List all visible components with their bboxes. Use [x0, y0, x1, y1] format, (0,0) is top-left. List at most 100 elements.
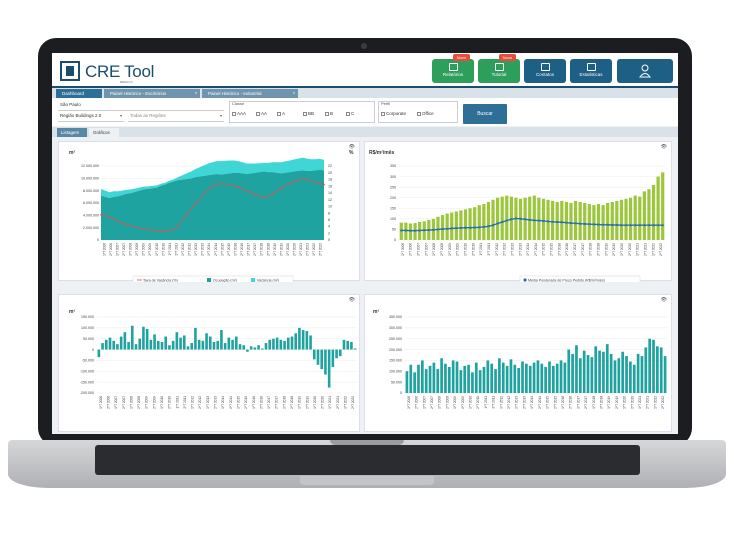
x-tick-label: 2ºT 2008 — [135, 243, 139, 256]
x-tick-label: 1ºT 2017 — [267, 396, 271, 409]
contacts-button[interactable]: Contatos — [524, 59, 566, 83]
class-checkbox-aaa[interactable]: AAA — [232, 111, 246, 116]
x-tick-label: 1ºT 2008 — [129, 396, 133, 409]
absorption-bar — [253, 347, 257, 350]
absorption-bar — [153, 334, 156, 350]
class-checkbox-c[interactable]: C — [346, 111, 354, 116]
search-button[interactable]: Buscar — [463, 104, 507, 124]
price-bar — [592, 205, 596, 240]
absorption-bar — [656, 346, 659, 393]
weighted-price-line — [401, 217, 663, 232]
x-tick-label: 2ºT 2012 — [188, 243, 192, 256]
x-tick-label: 2ºT 2018 — [266, 243, 270, 256]
x-tick-label: 1ºT 2013 — [194, 243, 198, 256]
y2-tick-label: 12 — [328, 198, 332, 202]
absorption-bar — [567, 349, 571, 393]
tutorial-button[interactable]: Novo Tutorial — [478, 54, 520, 83]
weighted-price-point — [487, 225, 490, 228]
absorption-bar — [97, 349, 101, 358]
weighted-price-point — [404, 229, 407, 232]
regions-select[interactable]: Todas as Regiões ▾ — [128, 113, 224, 122]
absorption-bar — [474, 362, 478, 393]
absorption-bar — [459, 370, 463, 393]
close-icon[interactable]: x — [195, 90, 197, 95]
price-bar — [541, 198, 546, 240]
weighted-price-point — [615, 223, 618, 227]
y-axis-label: m² — [69, 309, 76, 315]
absorption-bar — [451, 360, 455, 393]
class-checkbox-b[interactable]: B — [325, 111, 333, 116]
x-tick-label: 1ºT 2015 — [236, 396, 240, 409]
legend-label: Taxa de Vacância (%) — [143, 278, 178, 282]
x-tick-label: 2ºT 2019 — [615, 396, 619, 409]
absorption-bar — [231, 339, 234, 350]
legend-box — [132, 275, 294, 282]
absorption-bar — [212, 341, 216, 350]
y-tick-label: 12.000.000 — [81, 164, 99, 168]
region-set-select[interactable]: Região Buildings 2.0 ▾ — [58, 113, 124, 122]
profile-checkbox-corporate[interactable]: Corporate — [381, 111, 406, 116]
weighted-price-point — [496, 222, 499, 225]
eye-icon[interactable]: 👁 — [348, 144, 355, 150]
user-button[interactable] — [617, 59, 673, 83]
eye-icon[interactable]: 👁 — [660, 144, 667, 150]
legend-label: Média Ponderada de Preço Pedido (R$/m²/m… — [528, 278, 605, 282]
profile-checkbox-office[interactable]: Office — [417, 111, 434, 116]
y2-tick-label: 4 — [328, 225, 330, 229]
tab-industrial-history[interactable]: Painel Histórico - Industrial x — [202, 89, 298, 98]
y-tick-label: -150.000 — [80, 380, 94, 384]
y2-tick-label: 8 — [328, 211, 330, 215]
absorption-bar — [331, 349, 335, 367]
weighted-price-point — [638, 224, 641, 227]
x-tick-label: 2ºT 2007 — [122, 243, 126, 256]
absorption-bar — [257, 345, 260, 350]
city-select[interactable]: São Paulo — [58, 102, 224, 111]
reports-button[interactable]: Novo Relatórios — [432, 54, 474, 83]
absorption-bar — [309, 335, 312, 350]
weighted-price-point — [464, 226, 467, 229]
close-icon[interactable]: x — [293, 90, 295, 95]
class-checkbox-bb[interactable]: BB — [303, 111, 314, 116]
tab-dashboard[interactable]: Dashboard — [56, 89, 102, 98]
tab-list[interactable]: Listagem — [57, 128, 87, 137]
user-icon — [639, 64, 651, 78]
eye-icon[interactable]: 👁 — [660, 297, 667, 303]
absorption-bar — [613, 360, 617, 393]
weighted-price-point — [537, 219, 540, 222]
vacancy-rate-point — [168, 229, 171, 232]
class-checkbox-aa[interactable]: AA — [256, 111, 267, 116]
absorption-bar — [571, 353, 574, 393]
price-bar — [578, 201, 582, 240]
legend-swatch — [251, 278, 255, 282]
y-axis-label-right: % — [349, 150, 354, 156]
weighted-price-point — [647, 224, 651, 227]
price-bar — [606, 203, 610, 240]
x-tick-label: 2ºT 2013 — [214, 396, 218, 409]
price-bar — [551, 200, 555, 240]
price-bar — [583, 203, 587, 240]
tab-offices-history[interactable]: Painel Histórico - Escritórios x — [104, 89, 200, 98]
y-axis-label: R$/m²/mês — [369, 150, 395, 156]
y2-tick-label: 10 — [328, 205, 332, 209]
absorption-bar — [294, 333, 298, 350]
x-tick-label: 2ºT 2011 — [492, 396, 496, 409]
absorption-bar — [156, 340, 160, 350]
absorption-bar — [283, 340, 286, 350]
class-checkbox-a[interactable]: A — [277, 111, 285, 116]
contacts-label: Contatos — [535, 72, 554, 77]
eye-icon[interactable]: 👁 — [348, 297, 355, 303]
x-tick-label: 1ºT 2015 — [542, 243, 546, 256]
y-tick-label: -200.000 — [80, 391, 94, 395]
absorption-bar — [617, 358, 621, 393]
x-tick-label: 1ºT 2010 — [155, 243, 159, 256]
x-tick-label: 1ºT 2009 — [453, 396, 457, 409]
price-bar — [505, 195, 509, 240]
legend-label: Ocupação (m²) — [213, 278, 237, 282]
absorption-bar — [104, 339, 108, 350]
price-bar — [454, 211, 458, 240]
profile-group — [378, 101, 458, 123]
x-tick-label: 2ºT 2014 — [538, 396, 542, 409]
tab-charts[interactable]: Gráficos — [89, 128, 119, 137]
stats-button[interactable]: Estatísticas — [570, 59, 612, 83]
x-tick-label: 2ºT 2019 — [305, 396, 309, 409]
